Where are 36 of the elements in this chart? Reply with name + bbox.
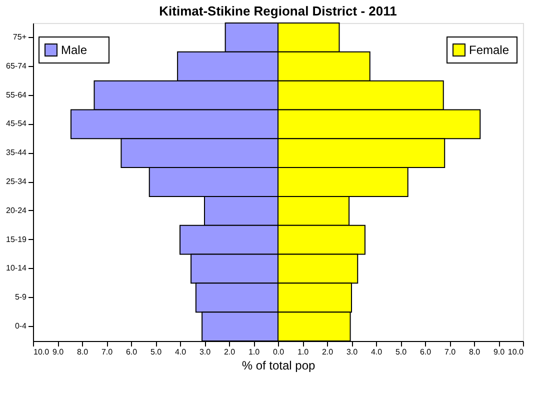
x-tick-label: 3.0 (199, 348, 212, 356)
x-tick-label: 9.0 (52, 348, 64, 356)
y-tick-label: 65-74 (6, 61, 28, 70)
x-tick-label: 10.0 (508, 348, 524, 356)
x-tick-label: 8.0 (76, 348, 89, 356)
chart-title: Kitimat-Stikine Regional District - 2011 (159, 4, 397, 18)
y-tick-label: 25-34 (6, 177, 28, 186)
legend-label: Male (61, 43, 88, 57)
x-tick-label: 8.0 (468, 348, 481, 356)
y-tick-label: 15-19 (6, 234, 28, 244)
x-tick-label: 7.0 (101, 348, 114, 356)
x-tick-label: 9.0 (493, 348, 506, 356)
x-tick-label: 1.0 (297, 348, 310, 356)
y-tick-label: 0-4 (14, 322, 28, 331)
x-tick-label: 2.0 (224, 348, 236, 356)
x-tick-label: 1.0 (248, 348, 260, 356)
y-tick-label: 5-9 (14, 292, 28, 302)
y-tick-label: 55-64 (6, 90, 28, 100)
x-tick-label: 10.0 (34, 348, 50, 356)
y-tick-label: 75+ (12, 32, 27, 42)
x-tick-label: 6.0 (420, 348, 432, 356)
x-axis-title: % of total pop (242, 358, 316, 372)
x-tick-label: 2.0 (322, 348, 334, 356)
x-tick-label: 5.0 (395, 348, 408, 356)
legend-label: Female (469, 43, 510, 57)
x-tick-label: 0.0 (272, 348, 285, 356)
y-tick-label: 35-44 (6, 148, 28, 158)
y-tick-label: 10-14 (6, 264, 28, 273)
x-tick-label: 3.0 (346, 348, 358, 356)
x-tick-label: 4.0 (174, 348, 187, 356)
x-tick-label: 5.0 (150, 348, 162, 356)
x-tick-label: 4.0 (370, 348, 383, 356)
x-tick-label: 6.0 (126, 348, 138, 356)
y-tick-label: 45-54 (6, 119, 28, 128)
x-tick-label: 7.0 (444, 348, 456, 356)
y-tick-label: 20-24 (6, 206, 28, 215)
